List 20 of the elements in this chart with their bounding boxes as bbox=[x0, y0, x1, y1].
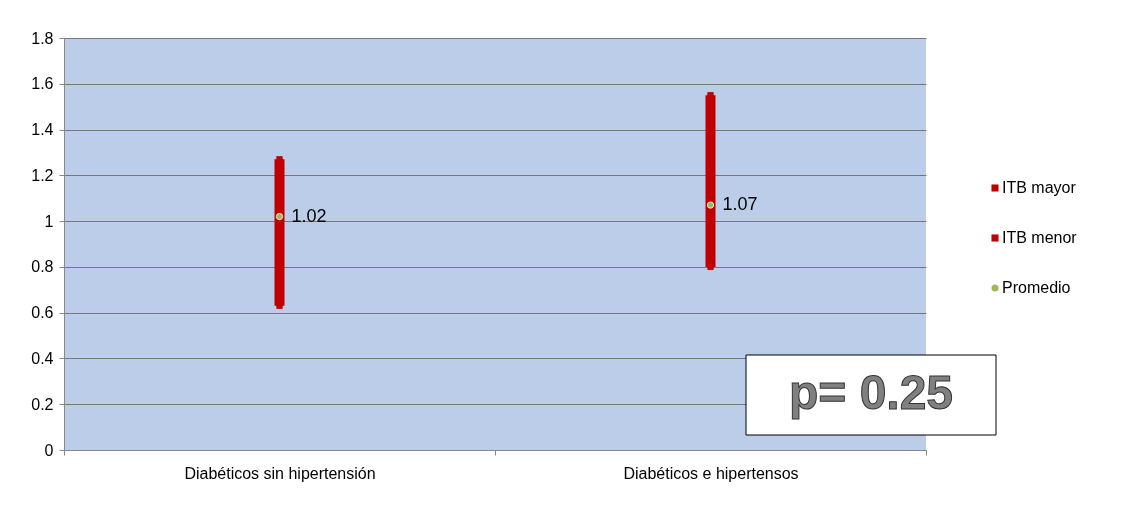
annotation: p= 0.25 bbox=[788, 366, 954, 419]
y-tick-label: 0.8 bbox=[31, 258, 54, 276]
data-label: 1.07 bbox=[722, 194, 758, 215]
legend-label: ITB mayor bbox=[1002, 179, 1077, 196]
y-tick-label: 0.4 bbox=[31, 349, 54, 367]
y-tick-label: 1.6 bbox=[31, 75, 54, 93]
y-tick-label: 0 bbox=[44, 441, 54, 459]
y-tick-label: 0.2 bbox=[31, 395, 54, 413]
point bbox=[706, 201, 715, 209]
x-tick-label: Diabéticos e hipertensos bbox=[623, 464, 799, 482]
y-tick-label: 1.2 bbox=[31, 166, 54, 184]
point bbox=[275, 212, 284, 221]
legend-label: Promedio bbox=[1002, 279, 1071, 296]
data-label: 1.02 bbox=[291, 205, 327, 226]
y-tick-label: 1.8 bbox=[31, 29, 54, 47]
y-tick-label: 0.6 bbox=[31, 304, 54, 322]
x-tick-label: Diabéticos sin hipertensión bbox=[184, 464, 376, 482]
y-tick-label: 1 bbox=[44, 212, 54, 230]
y-tick-label: 1.4 bbox=[31, 121, 54, 139]
legend-label: ITB menor bbox=[1002, 229, 1078, 246]
